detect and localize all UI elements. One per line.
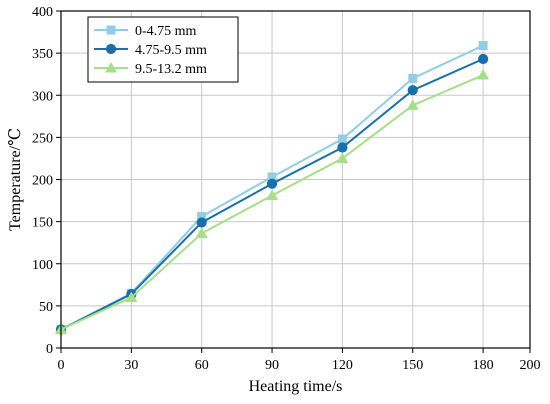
circle-marker [105,43,117,55]
square-marker [337,134,347,144]
y-axis: 0 50 100 150 200 250 300 350 400 [32,5,61,357]
y-tick-label: 250 [32,131,53,146]
triangle-marker [406,99,419,110]
square-marker [408,73,418,83]
x-tick-label: 0 [58,358,65,373]
y-tick-label: 350 [32,47,53,62]
x-tick-label: 60 [195,358,209,373]
y-tick-label: 200 [32,174,53,189]
square-marker [106,25,116,35]
circle-marker [407,85,418,96]
x-axis-label: Heating time/s [249,378,343,395]
x-tick-label: 180 [473,358,494,373]
legend-entry: 4.75-9.5 mm [94,43,207,58]
square-marker [197,212,207,222]
x-tick-label: 200 [520,358,541,373]
legend-entry: 0-4.75 mm [94,24,197,39]
y-tick-label: 150 [32,216,53,231]
square-marker [478,41,488,51]
circle-marker [478,53,489,65]
triangle-marker [266,189,279,201]
grid-lines [61,11,530,348]
x-tick-label: 150 [402,358,423,373]
y-tick-label: 300 [32,89,53,104]
triangle-marker [195,227,208,238]
circle-marker [337,142,348,153]
square-marker [267,172,277,182]
y-tick-label: 100 [32,258,53,273]
x-tick-label: 90 [265,358,279,373]
y-tick-label: 50 [39,300,53,315]
legend-entry: 9.5-13.2 mm [94,62,207,77]
circle-marker [266,178,278,189]
circle-marker [196,217,207,228]
triangle-marker [336,152,349,163]
y-axis-label: Temperature/℃ [7,128,24,231]
x-axis: 0 30 60 90 120 150 180 200 [58,348,541,373]
legend: 0-4.75 mm 4.75-9.5 mm 9.5-13.2 mm [87,16,239,83]
legend-label: 4.75-9.5 mm [135,43,207,58]
legend-label: 9.5-13.2 mm [135,62,207,77]
series-layer [55,41,490,335]
triangle-marker [477,69,490,80]
legend-label: 0-4.75 mm [135,24,197,39]
x-tick-label: 30 [124,358,138,373]
x-tick-label: 120 [332,358,353,373]
y-tick-label: 400 [32,5,53,20]
triangle-marker [105,62,117,73]
triangle-marker [125,291,138,302]
y-tick-label: 0 [46,342,53,357]
